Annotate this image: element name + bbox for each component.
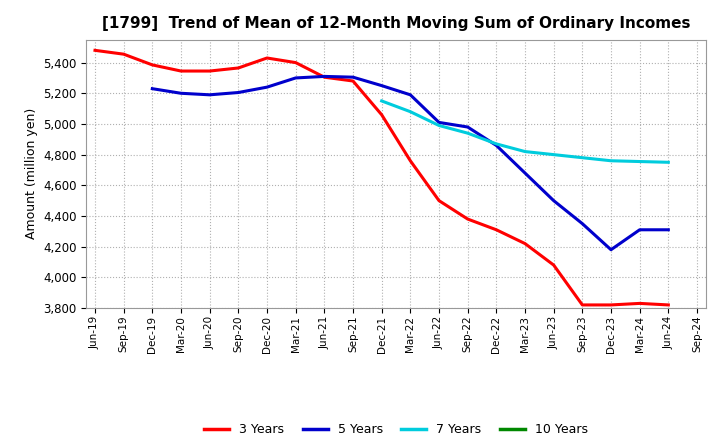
5 Years bbox=[234, 90, 243, 95]
5 Years bbox=[549, 198, 558, 203]
3 Years bbox=[464, 216, 472, 222]
5 Years bbox=[377, 83, 386, 88]
3 Years bbox=[176, 68, 185, 73]
7 Years bbox=[521, 149, 529, 154]
3 Years bbox=[549, 262, 558, 268]
3 Years bbox=[607, 302, 616, 308]
3 Years bbox=[664, 302, 672, 308]
3 Years bbox=[120, 51, 128, 57]
7 Years bbox=[492, 141, 500, 147]
5 Years bbox=[635, 227, 644, 232]
3 Years bbox=[406, 158, 415, 163]
7 Years bbox=[406, 109, 415, 114]
5 Years bbox=[664, 227, 672, 232]
3 Years bbox=[320, 74, 328, 80]
5 Years bbox=[320, 74, 328, 79]
3 Years bbox=[377, 112, 386, 117]
5 Years bbox=[406, 92, 415, 97]
3 Years bbox=[435, 198, 444, 203]
3 Years bbox=[492, 227, 500, 232]
5 Years bbox=[148, 86, 157, 92]
5 Years bbox=[464, 125, 472, 130]
5 Years bbox=[205, 92, 214, 97]
3 Years bbox=[263, 55, 271, 61]
7 Years bbox=[435, 123, 444, 128]
5 Years bbox=[348, 74, 357, 80]
3 Years bbox=[234, 65, 243, 70]
5 Years bbox=[292, 75, 300, 81]
3 Years bbox=[292, 60, 300, 65]
7 Years bbox=[464, 131, 472, 136]
Line: 7 Years: 7 Years bbox=[382, 101, 668, 162]
3 Years bbox=[635, 301, 644, 306]
7 Years bbox=[578, 155, 587, 160]
3 Years bbox=[91, 48, 99, 53]
3 Years bbox=[148, 62, 157, 68]
7 Years bbox=[549, 152, 558, 157]
5 Years bbox=[578, 221, 587, 226]
5 Years bbox=[176, 91, 185, 96]
Title: [1799]  Trend of Mean of 12-Month Moving Sum of Ordinary Incomes: [1799] Trend of Mean of 12-Month Moving … bbox=[102, 16, 690, 32]
7 Years bbox=[664, 160, 672, 165]
5 Years bbox=[607, 247, 616, 253]
3 Years bbox=[348, 78, 357, 84]
Legend: 3 Years, 5 Years, 7 Years, 10 Years: 3 Years, 5 Years, 7 Years, 10 Years bbox=[199, 418, 593, 440]
Y-axis label: Amount (million yen): Amount (million yen) bbox=[24, 108, 37, 239]
7 Years bbox=[635, 159, 644, 164]
5 Years bbox=[521, 170, 529, 176]
3 Years bbox=[521, 241, 529, 246]
5 Years bbox=[263, 84, 271, 90]
7 Years bbox=[607, 158, 616, 163]
3 Years bbox=[578, 302, 587, 308]
Line: 3 Years: 3 Years bbox=[95, 50, 668, 305]
3 Years bbox=[205, 68, 214, 73]
5 Years bbox=[492, 143, 500, 148]
5 Years bbox=[435, 120, 444, 125]
Line: 5 Years: 5 Years bbox=[153, 77, 668, 250]
7 Years bbox=[377, 98, 386, 103]
